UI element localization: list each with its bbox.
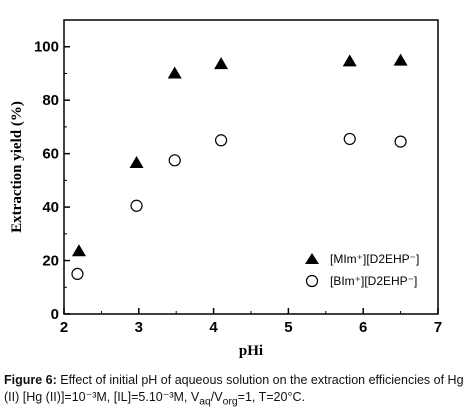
x-axis: 2 3 4 5 6 7 (60, 308, 442, 336)
x-tick-label-5: 5 (284, 319, 292, 336)
x-tick-label-4: 4 (209, 319, 218, 336)
circle-point-4 (343, 132, 356, 146)
y-axis-title: Extraction yield (%) (9, 101, 25, 233)
x-tick-label-7: 7 (434, 319, 442, 336)
circle-point-3 (214, 134, 228, 147)
triangle-point-3 (214, 57, 229, 70)
circle-point-0 (71, 267, 84, 281)
triangle-point-5 (393, 53, 408, 66)
triangle-point-1 (129, 155, 144, 168)
caption-mid: /V (210, 390, 223, 404)
x-axis-title: pHi (239, 343, 263, 359)
legend-label-mim: [MIm⁺][D2EHP⁻] (330, 252, 419, 266)
caption-label: Figure 6: (4, 373, 57, 387)
y-tick-label-20: 20 (42, 253, 59, 270)
y-tick-label-0: 0 (51, 306, 59, 323)
triangle-point-0 (71, 244, 86, 257)
legend: [MIm⁺][D2EHP⁻] [BIm⁺][D2EHP⁻] (305, 252, 419, 288)
caption-text: Effect of initial pH of aqueous solution… (4, 373, 464, 404)
y-tick-label-40: 40 (42, 199, 59, 216)
caption-tail: =1, T=20°C. (237, 390, 305, 404)
plot-frame (63, 19, 439, 315)
data-markers (71, 53, 408, 281)
legend-marker-circle (305, 274, 319, 288)
triangle-point-2 (167, 66, 182, 79)
x-tick-label-2: 2 (60, 319, 68, 336)
y-tick-label-60: 60 (42, 146, 59, 163)
legend-marker-triangle (305, 253, 319, 264)
x-tick-label-6: 6 (359, 319, 367, 336)
circle-point-1 (130, 199, 143, 212)
caption-sub-aq: aq (199, 396, 211, 408)
circle-point-5 (394, 135, 407, 148)
triangle-point-4 (342, 54, 357, 67)
figure-caption: Figure 6: Effect of initial pH of aqueou… (4, 372, 464, 411)
legend-label-bim: [BIm⁺][D2EHP⁻] (330, 274, 417, 288)
x-tick-label-3: 3 (135, 319, 143, 336)
extraction-chart: 0 20 40 60 80 100 2 3 4 5 6 7 Extraction yield (%)… (9, 19, 442, 359)
y-axis: 0 20 40 60 80 100 (34, 39, 70, 323)
caption-sub-org: org (222, 396, 238, 408)
circle-point-2 (168, 154, 181, 167)
y-tick-label-80: 80 (42, 92, 59, 109)
y-tick-label-100: 100 (34, 39, 59, 56)
